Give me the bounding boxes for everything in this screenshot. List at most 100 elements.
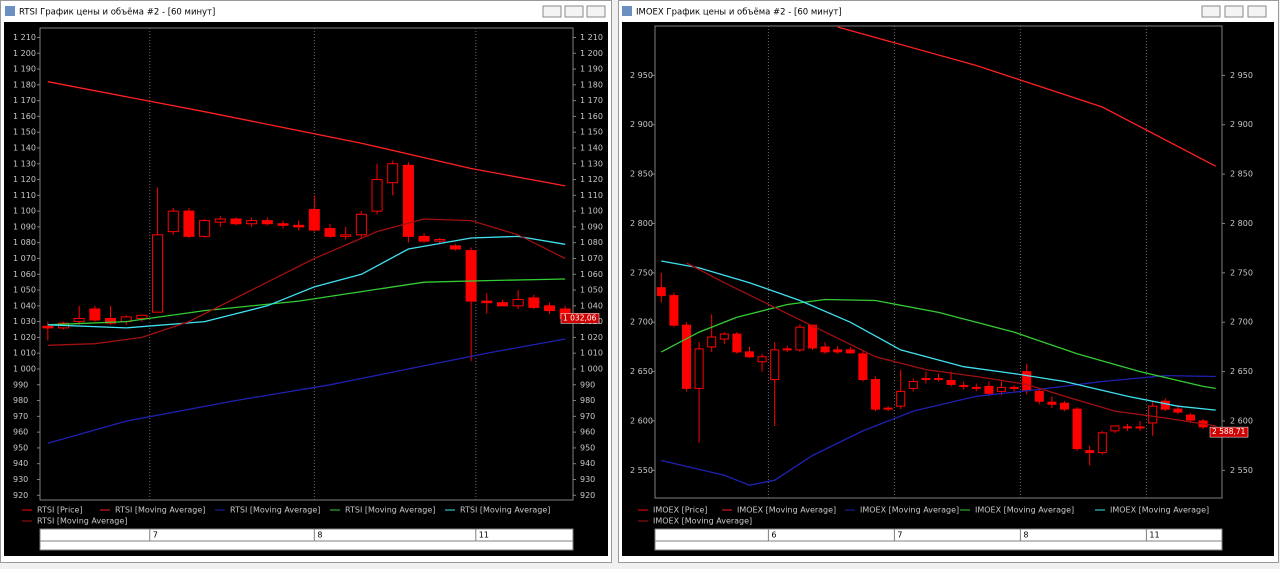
candle-body [340, 234, 352, 237]
candle-body [449, 245, 461, 250]
candle-body [371, 179, 383, 212]
y-tick-label: 940 [13, 459, 28, 468]
candle-body [89, 308, 101, 321]
candle-body [105, 317, 117, 324]
y-tick-label: 2 650 [1230, 367, 1253, 376]
moving-average-line [837, 26, 1217, 167]
y-tick-label: 1 080 [13, 238, 36, 247]
plot-frame [39, 27, 574, 501]
candle-body [656, 287, 666, 297]
y-tick-label: 2 850 [1230, 170, 1253, 179]
candle-body [230, 218, 242, 225]
candle-body [481, 300, 493, 304]
y-tick-label: 930 [13, 475, 28, 484]
window-title: IMOEX График цены и объёма #2 - [60 мину… [636, 8, 842, 18]
day-label: 8 [317, 531, 322, 540]
candle-body [152, 234, 164, 313]
candle-body [984, 385, 994, 394]
candle-body [870, 379, 881, 410]
candle-body [694, 348, 704, 389]
candle-body [908, 380, 918, 389]
candle-body [744, 351, 755, 358]
y-tick-label: 950 [580, 443, 595, 452]
candle-body [883, 407, 893, 410]
candle-body [845, 349, 855, 354]
y-tick-label: 1 110 [580, 191, 603, 200]
y-tick-label: 950 [13, 443, 28, 452]
y-tick-label: 1 060 [580, 270, 603, 279]
candle-body [933, 378, 944, 381]
y-tick-label: 1 110 [13, 191, 36, 200]
y-tick-label: 970 [580, 412, 595, 421]
chart-area [4, 22, 608, 556]
candle-body [387, 163, 399, 184]
candle-body [669, 295, 679, 326]
y-tick-label: 1 000 [13, 364, 36, 373]
y-tick-label: 1 120 [13, 175, 36, 184]
y-tick-label: 2 600 [1230, 416, 1253, 425]
y-tick-label: 1 030 [13, 317, 36, 326]
moving-average-line [660, 298, 1216, 390]
candle-body [757, 356, 767, 363]
candle-body [199, 220, 211, 237]
candle-body [795, 326, 805, 351]
legend-label: IMOEX [Moving Average] [860, 506, 959, 515]
minimize-button[interactable] [542, 5, 562, 18]
y-tick-label: 1 090 [580, 222, 603, 231]
candle-body [1185, 414, 1196, 421]
y-tick-label: 960 [580, 428, 595, 437]
y-tick-label: 970 [13, 412, 28, 421]
y-tick-label: 1 010 [13, 349, 36, 358]
moving-average-line [47, 278, 566, 326]
candle-body [807, 324, 818, 349]
y-tick-label: 1 080 [580, 238, 603, 247]
candle-body [1034, 390, 1044, 402]
moving-average-line [47, 218, 566, 346]
y-tick-label: 1 070 [13, 254, 36, 263]
plot-frame [654, 25, 1223, 499]
y-tick-label: 1 040 [13, 301, 36, 310]
legend-label: RTSI [Moving Average] [460, 506, 550, 515]
legend-label: RTSI [Moving Average] [115, 506, 205, 515]
candle-body [434, 239, 446, 242]
y-tick-label: 1 180 [580, 80, 603, 89]
maximize-button[interactable] [564, 5, 584, 18]
day-label: 7 [153, 531, 158, 540]
candle-body [1097, 432, 1107, 454]
candle-body [782, 348, 792, 351]
chart-area [622, 22, 1274, 556]
last-price-label: 1 032,06 [563, 313, 597, 322]
y-tick-label: 1 050 [580, 286, 603, 295]
y-tick-label: 1 020 [13, 333, 36, 342]
minimize-button[interactable] [1201, 5, 1221, 18]
moving-average-line [686, 262, 1216, 427]
candle-body [277, 223, 289, 226]
y-tick-label: 1 050 [13, 286, 36, 295]
y-tick-label: 1 200 [580, 49, 603, 58]
candle-body [1160, 400, 1170, 410]
y-tick-label: 1 210 [13, 33, 36, 42]
y-tick-label: 1 180 [13, 80, 36, 89]
close-button[interactable] [1247, 5, 1267, 18]
y-tick-label: 1 160 [580, 112, 603, 121]
window-icon [622, 6, 632, 16]
moving-average-line [661, 260, 1216, 411]
candle-body [1009, 386, 1019, 389]
candle-body [261, 220, 273, 225]
candle-body [293, 224, 305, 228]
y-tick-label: 2 550 [630, 466, 653, 475]
candle-body [324, 227, 336, 237]
candle-body [820, 346, 830, 353]
candle-body [73, 317, 85, 323]
close-button[interactable] [586, 5, 606, 18]
y-tick-label: 960 [13, 428, 28, 437]
maximize-button[interactable] [1224, 5, 1244, 18]
candle-body [167, 210, 179, 233]
candle-body [719, 333, 729, 340]
y-tick-label: 1 020 [580, 333, 603, 342]
y-tick-label: 2 650 [630, 367, 653, 376]
y-tick-label: 1 130 [13, 159, 36, 168]
candle-body [896, 390, 906, 407]
candle-body [921, 378, 931, 381]
